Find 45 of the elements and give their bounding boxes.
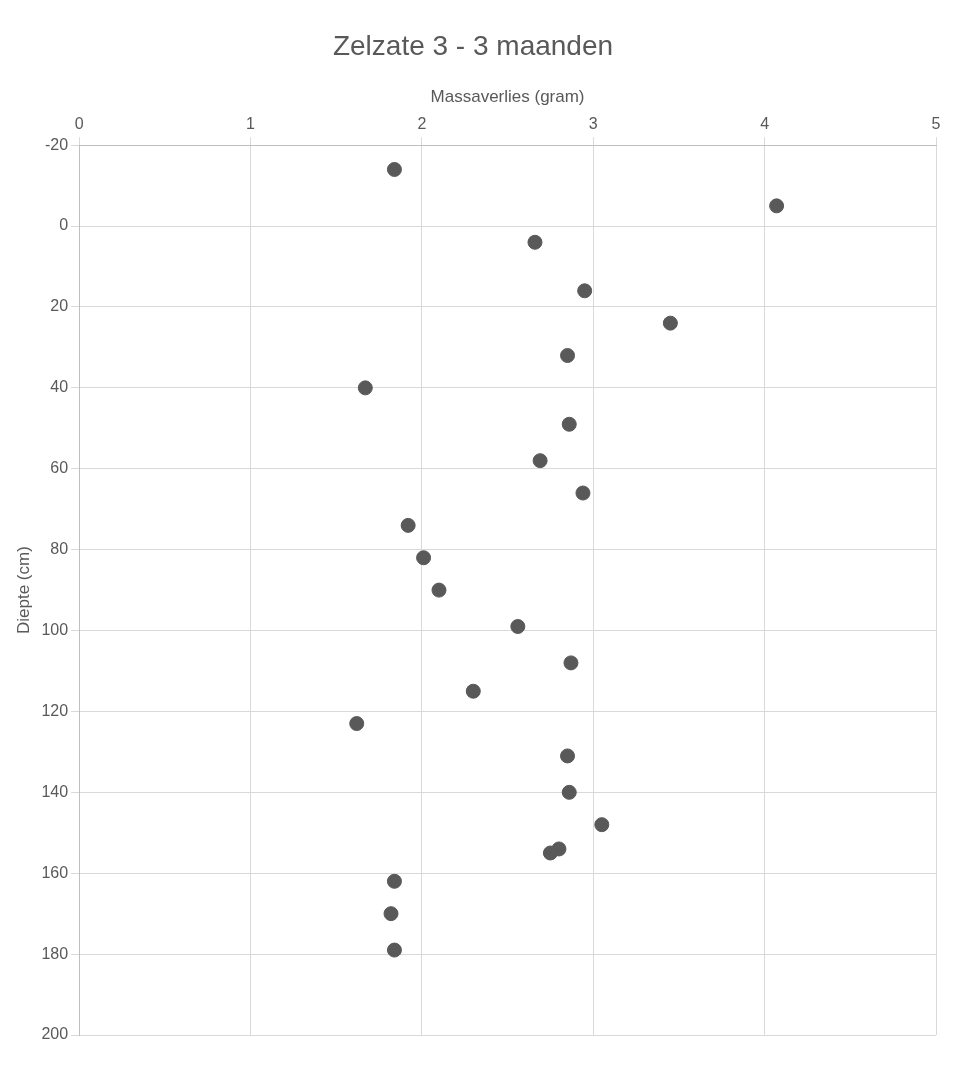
point	[383, 906, 399, 922]
point	[542, 845, 558, 861]
y-tick-label: 160	[41, 863, 69, 881]
point	[662, 315, 678, 331]
point	[357, 380, 373, 396]
y-axis-title: Diepte (cm)	[13, 546, 33, 635]
y-tick-label: 200	[41, 1025, 69, 1043]
point	[416, 550, 432, 566]
point	[769, 198, 785, 214]
point	[465, 683, 481, 699]
x-tick-label: 3	[588, 115, 598, 133]
point	[575, 485, 591, 501]
point	[400, 517, 416, 533]
x-tick-label: 0	[74, 115, 84, 133]
x-tick-label: 5	[931, 115, 941, 133]
point	[563, 655, 579, 671]
point	[349, 716, 365, 732]
point	[386, 873, 402, 889]
point	[594, 817, 610, 833]
y-tick-label: 180	[41, 944, 69, 962]
x-tick-label: 2	[417, 115, 427, 133]
y-tick-label: 40	[50, 378, 69, 396]
x-tick-label: 4	[760, 115, 770, 133]
chart-title: Zelzate 3 - 3 maanden	[332, 29, 614, 61]
point	[560, 748, 576, 764]
x-tick-label: 1	[246, 115, 256, 133]
point	[386, 161, 402, 177]
y-tick-label: 80	[50, 540, 69, 558]
y-tick-label: 100	[41, 620, 69, 638]
y-tick-label: -20	[44, 135, 69, 153]
point	[561, 784, 577, 800]
point	[561, 416, 577, 432]
y-tick-label: 20	[50, 297, 69, 315]
y-tick-label: 140	[41, 782, 69, 800]
point	[510, 619, 526, 634]
point	[527, 234, 543, 250]
point	[386, 942, 402, 958]
point	[560, 348, 576, 364]
point	[431, 582, 447, 598]
y-tick-label: 120	[41, 701, 69, 719]
x-axis-title: Massaverlies (gram)	[430, 87, 585, 107]
y-tick-label: 60	[50, 459, 69, 477]
point	[532, 453, 548, 469]
y-tick-label: 0	[59, 216, 69, 234]
point	[577, 283, 593, 299]
